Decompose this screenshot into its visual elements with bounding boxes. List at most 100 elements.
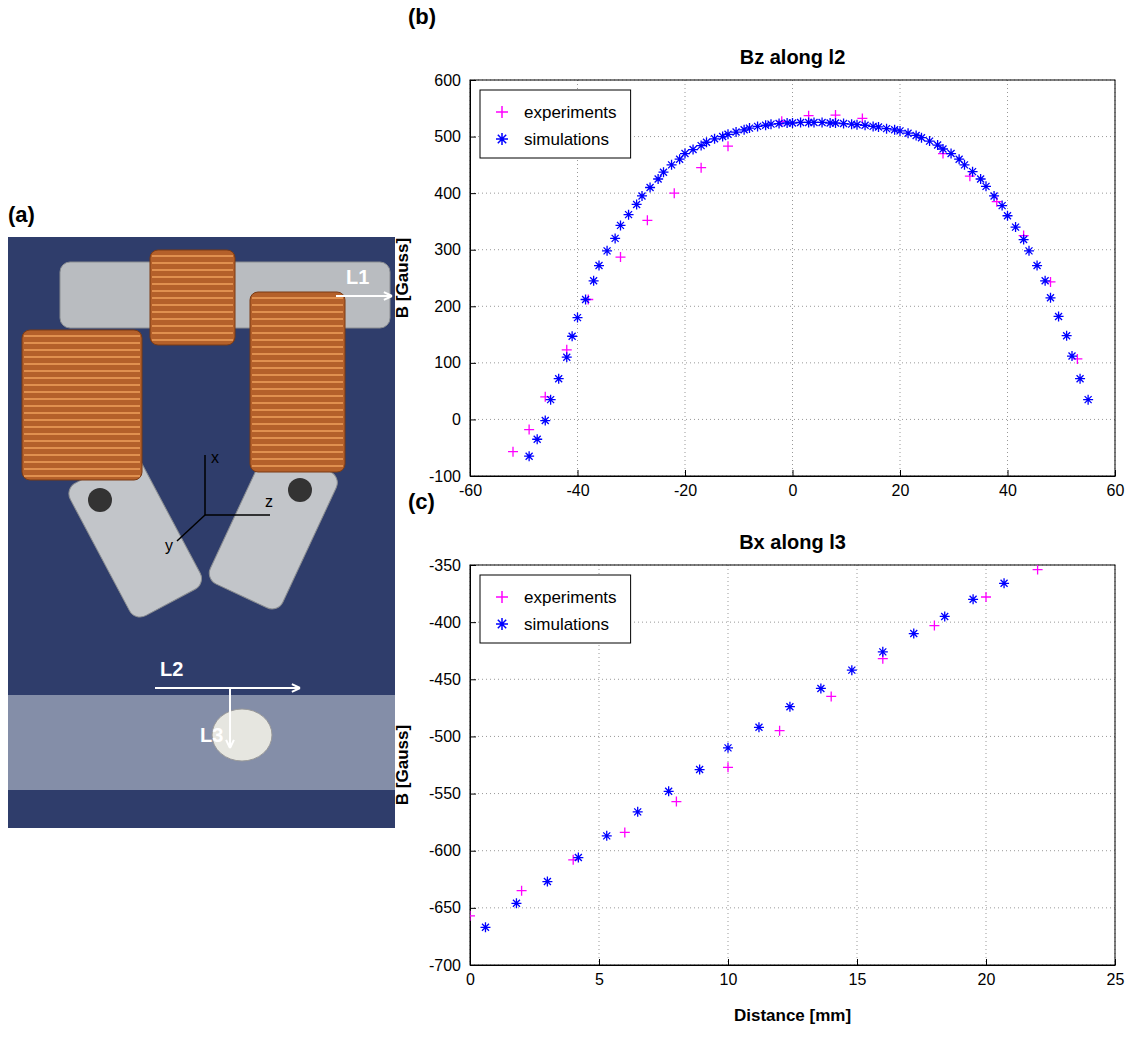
coil-winding <box>24 419 140 421</box>
point <box>567 331 577 341</box>
tick-label: -500 <box>429 728 461 745</box>
y-axis: -1000100200300400500600 <box>429 72 476 485</box>
tick: 20 <box>978 959 996 988</box>
coil-winding <box>252 409 343 411</box>
point <box>1011 222 1021 232</box>
tick-label: 600 <box>434 72 461 89</box>
coil-winding <box>252 381 343 383</box>
coil-winding <box>252 374 343 376</box>
tick-mark <box>470 419 476 420</box>
tick-label: -400 <box>429 614 461 631</box>
tick: -450 <box>429 671 476 688</box>
tick-label: -700 <box>429 957 461 974</box>
point <box>816 683 826 693</box>
point <box>620 827 630 837</box>
point <box>671 797 681 807</box>
grid-line <box>470 907 1115 908</box>
coil-winding <box>252 297 343 299</box>
tick-mark <box>470 794 476 795</box>
tick-label: 300 <box>434 241 461 258</box>
grid-line <box>470 850 1115 851</box>
point <box>903 128 913 138</box>
point <box>946 149 956 159</box>
annotation: L2 <box>160 658 183 680</box>
arrow-head <box>226 740 234 748</box>
point <box>511 898 521 908</box>
coil-winding <box>252 451 343 453</box>
coil-winding <box>152 290 233 292</box>
tick: 20 <box>892 470 910 499</box>
point <box>524 451 534 461</box>
coil-winding <box>24 475 140 477</box>
tick-label: -40 <box>566 482 589 499</box>
tick-label: 10 <box>720 971 738 988</box>
coil-winding <box>24 342 140 344</box>
tick-mark <box>857 959 858 965</box>
tick: -650 <box>429 899 476 916</box>
tick-label: -60 <box>459 482 482 499</box>
legend-label: simulations <box>524 130 609 149</box>
point <box>968 167 978 177</box>
x-axis: 0510152025 <box>466 959 1124 988</box>
tick-label: -550 <box>429 785 461 802</box>
y-axis-title: B [Gauss] <box>393 238 412 318</box>
coil-winding <box>252 423 343 425</box>
point <box>1072 354 1082 364</box>
tick: -350 <box>429 557 476 574</box>
chart: -60-40-200204060-1000100200300400500600B… <box>393 4 1125 499</box>
point <box>1019 235 1029 245</box>
point <box>602 831 612 841</box>
tick-mark <box>470 306 476 307</box>
tick: 0 <box>789 470 798 499</box>
coil-winding <box>252 395 343 397</box>
legend-label: experiments <box>524 103 617 122</box>
axis-arrow <box>205 514 270 516</box>
coil-winding <box>252 339 343 341</box>
tick: -20 <box>674 470 697 499</box>
tick-label: 200 <box>434 298 461 315</box>
point <box>895 126 905 136</box>
coil-winding <box>24 349 140 351</box>
point <box>874 122 884 132</box>
coil-winding <box>252 416 343 418</box>
point <box>1083 395 1093 405</box>
tick: -700 <box>429 957 476 974</box>
pivot <box>288 478 312 502</box>
coil-winding <box>252 430 343 432</box>
tick-label: -600 <box>429 842 461 859</box>
tick-label: 0 <box>452 411 461 428</box>
coil-winding <box>152 339 233 341</box>
coil-winding <box>252 388 343 390</box>
point <box>1075 374 1085 384</box>
point <box>976 174 986 184</box>
grid-line <box>792 80 793 476</box>
coil-winding <box>252 318 343 320</box>
point <box>637 191 647 201</box>
point <box>882 124 892 134</box>
legend-marker <box>496 133 508 145</box>
point <box>532 434 542 444</box>
tick-mark <box>728 959 729 965</box>
tick: 10 <box>720 959 738 988</box>
pivot <box>88 488 112 512</box>
panel-label: (b) <box>408 4 436 29</box>
coil <box>150 250 235 345</box>
coil-winding <box>152 325 233 327</box>
tick-label: 500 <box>434 128 461 145</box>
tick: 5 <box>595 959 604 988</box>
legend-marker <box>496 591 508 603</box>
coil-winding <box>24 405 140 407</box>
tick-label: 400 <box>434 185 461 202</box>
tick: -550 <box>429 785 476 802</box>
point <box>695 765 705 775</box>
coil-winding <box>252 304 343 306</box>
tick: 40 <box>999 470 1017 499</box>
tick-mark <box>470 851 476 852</box>
tick-label: -450 <box>429 671 461 688</box>
coil-winding <box>24 447 140 449</box>
coil <box>22 330 142 480</box>
coil-winding <box>24 412 140 414</box>
point <box>981 592 991 602</box>
data-points <box>508 110 1093 461</box>
coil-winding <box>24 461 140 463</box>
